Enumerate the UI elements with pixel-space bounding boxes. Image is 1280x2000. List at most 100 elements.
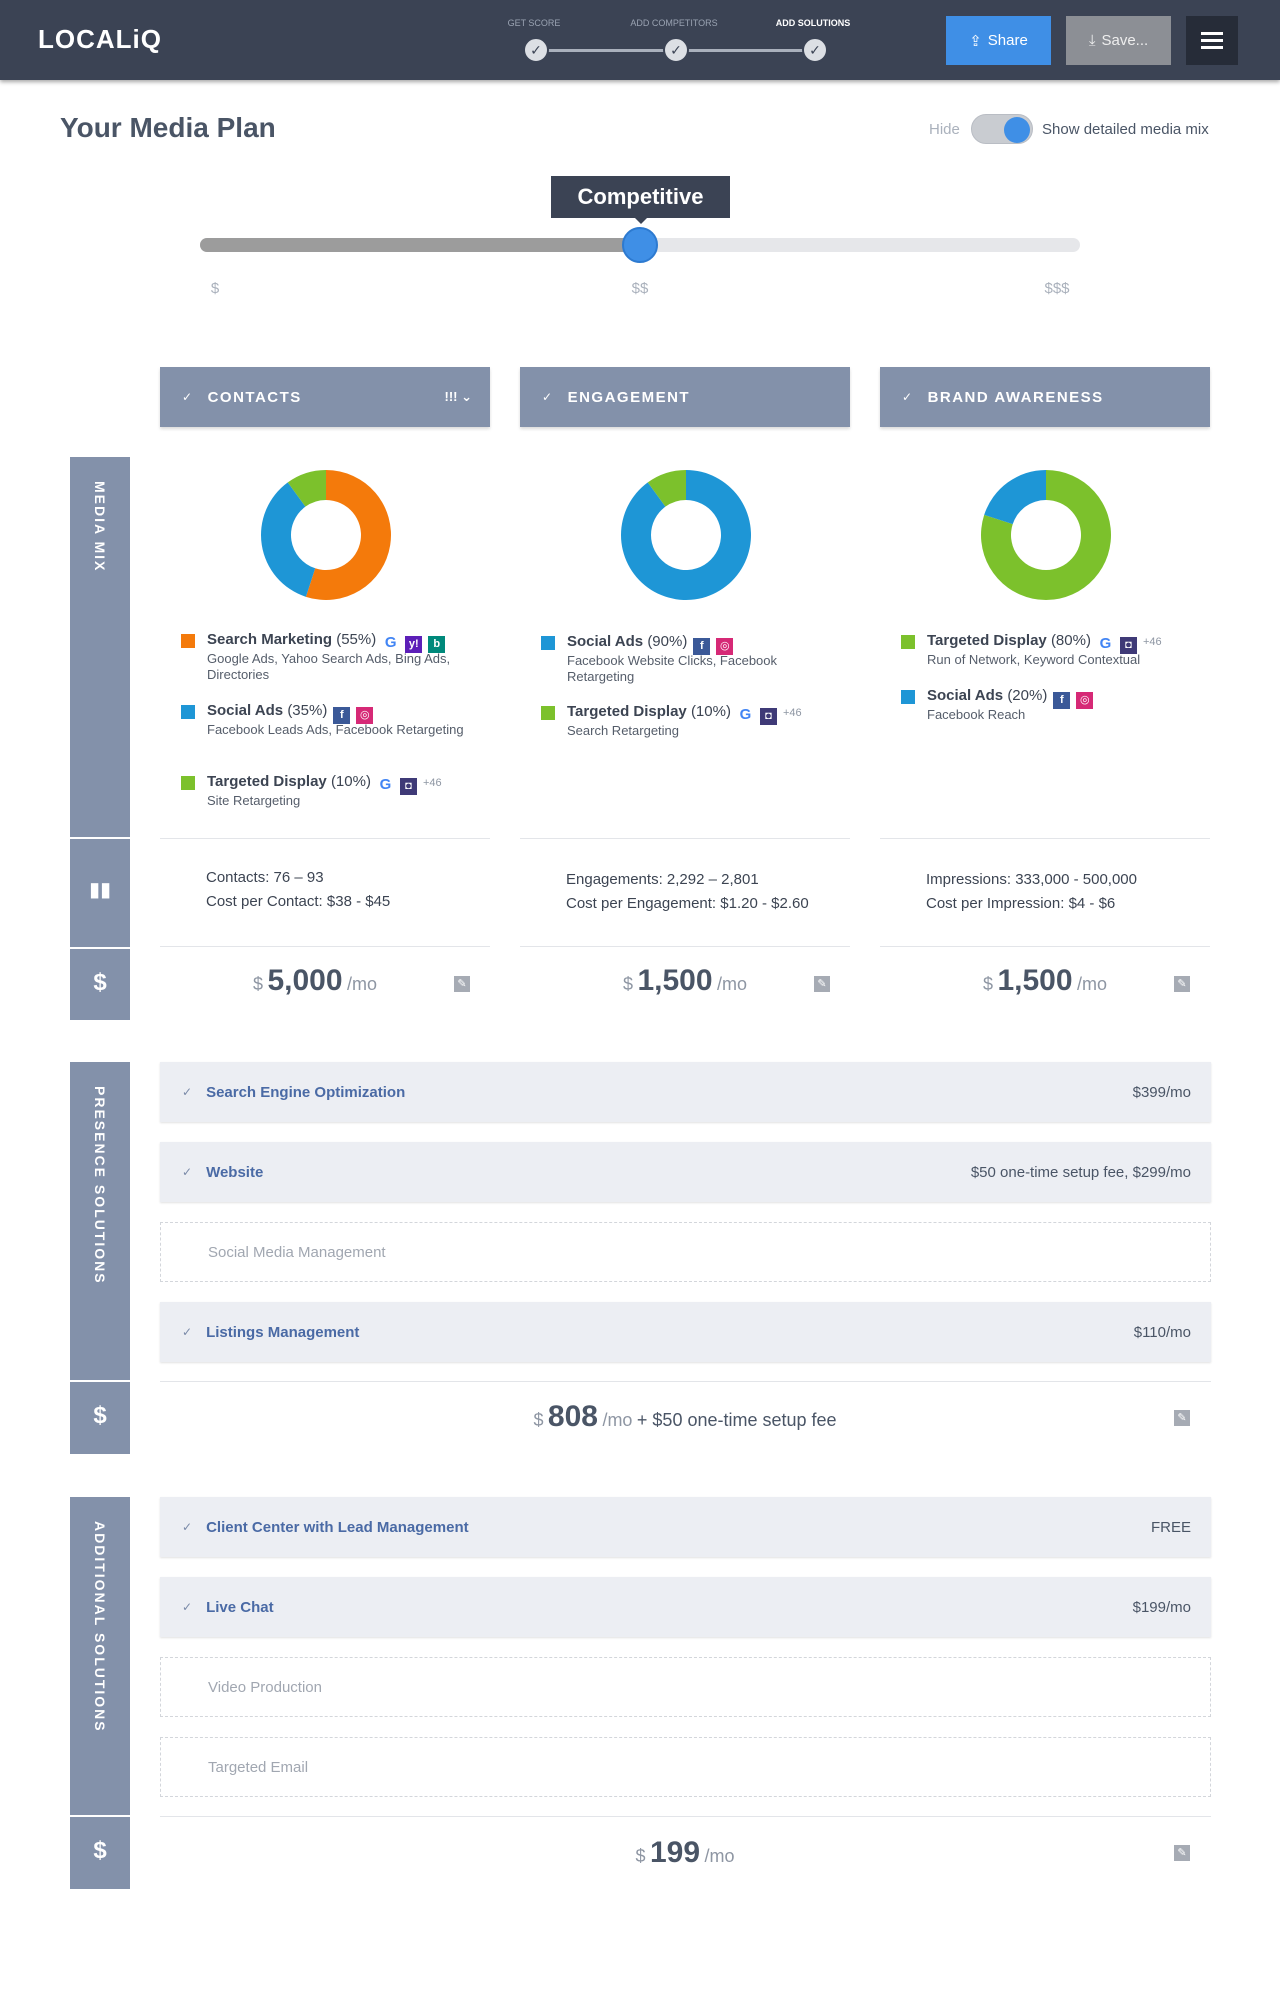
budget-slider[interactable]	[200, 227, 1080, 263]
legend-item: Targeted Display (80%) G ◘ +46 Run of Netwo…	[901, 632, 1201, 672]
setup-fee-note: + $50 one-time setup fee	[636, 1410, 837, 1430]
solution-row-live-chat[interactable]: ✓ Live Chat $199/mo	[160, 1577, 1211, 1637]
edit-presence-price-icon[interactable]: ✎	[1174, 1410, 1190, 1426]
more-networks-count[interactable]: +46	[782, 707, 802, 719]
column-header-contacts[interactable]: ✓ CONTACTS !!! ⌄	[160, 367, 490, 427]
price-period: /mo	[346, 974, 377, 994]
price-amount: 1,500	[637, 964, 713, 997]
legend-item: Targeted Display (10%) G ◘ +46 Site Retarge…	[181, 773, 481, 813]
edit-brand-awareness-price-icon[interactable]: ✎	[1174, 976, 1190, 992]
legend-item: Social Ads (90%) f ◎ Facebook Website Clic…	[541, 633, 841, 684]
top-bar: LOCALiQ GET SCORE ADD COMPETITORS ADD SO…	[0, 0, 1280, 80]
instagram-icon: ◎	[716, 638, 734, 655]
check-icon: ✓	[182, 1520, 193, 1534]
legend-name: Social Ads	[567, 633, 644, 650]
legend-name: Targeted Display	[927, 632, 1047, 649]
edit-engagement-price-icon[interactable]: ✎	[814, 976, 830, 992]
legend-swatch	[181, 776, 195, 790]
media-mix-sidebar: MEDIA MIX ▮▮ $	[70, 457, 130, 1020]
toggle-knob[interactable]	[1004, 117, 1030, 143]
stat-value: $4 - $6	[1068, 895, 1116, 912]
edit-additional-price-icon[interactable]: ✎	[1174, 1845, 1190, 1861]
divider	[880, 946, 1210, 947]
solution-price: $110/mo	[1133, 1323, 1191, 1341]
stat-label: Cost per Contact:	[206, 893, 323, 910]
toggle-show-label[interactable]: Show detailed media mix	[1042, 121, 1209, 138]
legend-name: Social Ads	[927, 687, 1004, 704]
stat-value: 333,000 - 500,000	[1015, 871, 1137, 888]
check-icon: ✓	[182, 1085, 193, 1099]
solution-name: Live Chat	[206, 1598, 274, 1616]
media-mix-toggle[interactable]	[971, 114, 1033, 144]
stat-value: 76 – 93	[273, 869, 324, 886]
stat-label: Contacts:	[206, 869, 270, 886]
divider	[160, 1381, 1211, 1382]
step-get-score-check-icon[interactable]: ✓	[523, 37, 549, 63]
solution-row-video-production[interactable]: Video Production	[160, 1657, 1211, 1717]
more-networks-count[interactable]: +46	[422, 777, 442, 789]
dollar-icon: $	[93, 1837, 107, 1864]
solution-row-targeted-email[interactable]: Targeted Email	[160, 1737, 1211, 1797]
legend-swatch	[541, 636, 555, 650]
bing-icon: b	[428, 636, 446, 653]
budget-slider-handle[interactable]	[622, 227, 658, 263]
presence-solutions-sidebar: PRESENCE SOLUTIONS $	[70, 1062, 130, 1454]
price-period: /mo	[602, 1410, 633, 1430]
google-icon: G	[379, 776, 392, 793]
currency-symbol: $	[252, 974, 263, 994]
toggle-hide-label[interactable]: Hide	[929, 121, 960, 138]
step-add-solutions-check-icon[interactable]: ✓	[802, 37, 828, 63]
share-icon: ⇪	[969, 32, 982, 50]
budget-tick-mid[interactable]: $$	[631, 280, 649, 297]
legend-name: Social Ads	[207, 702, 284, 719]
legend-detail: Site Retargeting	[207, 793, 301, 808]
legend-detail: Search Retargeting	[567, 723, 680, 738]
solution-row-website[interactable]: ✓ Website $50 one-time setup fee, $299/m…	[160, 1142, 1211, 1202]
column-options-menu[interactable]: !!! ⌄	[444, 389, 473, 404]
facebook-icon: f	[1053, 692, 1071, 709]
divider	[520, 838, 850, 839]
step-label-get-score[interactable]: GET SCORE	[507, 18, 561, 28]
dollar-icon: $	[93, 969, 107, 996]
solution-name: Social Media Management	[208, 1243, 386, 1261]
solution-row-social-media-management[interactable]: Social Media Management	[160, 1222, 1211, 1282]
edit-contacts-price-icon[interactable]: ✎	[454, 976, 470, 992]
column-header-engagement[interactable]: ✓ ENGAGEMENT	[520, 367, 850, 427]
network-icon: ◘	[1119, 637, 1137, 654]
solution-row-listings-management[interactable]: ✓ Listings Management $110/mo	[160, 1302, 1211, 1362]
legend-detail: Facebook Reach	[927, 707, 1026, 722]
legend-name: Targeted Display	[207, 773, 327, 790]
localiq-logo[interactable]: LOCALiQ	[38, 24, 162, 54]
legend-percent: (80%)	[1050, 632, 1091, 649]
currency-symbol: $	[622, 974, 633, 994]
donut-slice-social	[984, 470, 1046, 525]
step-label-add-solutions[interactable]: ADD SOLUTIONS	[775, 18, 851, 28]
hamburger-menu-button[interactable]	[1186, 16, 1238, 65]
sidebar-divider	[70, 947, 130, 949]
step-add-competitors-check-icon[interactable]: ✓	[663, 37, 689, 63]
legend-swatch	[541, 706, 555, 720]
legend-item: Targeted Display (10%) G ◘ +46 Search Retar…	[541, 703, 841, 743]
more-networks-count[interactable]: +46	[1142, 636, 1162, 648]
solution-name: Client Center with Lead Management	[206, 1518, 469, 1536]
solution-name: Website	[206, 1163, 264, 1181]
column-title: BRAND AWARENESS	[927, 388, 1104, 406]
price-amount: 808	[547, 1400, 598, 1433]
facebook-icon: f	[693, 638, 711, 655]
budget-tick-high[interactable]: $$$	[1044, 280, 1070, 297]
share-button[interactable]: ⇪ Share	[946, 16, 1051, 65]
check-icon: ✓	[542, 390, 554, 404]
budget-tick-low[interactable]: $	[210, 280, 220, 297]
column-header-brand-awareness[interactable]: ✓ BRAND AWARENESS	[880, 367, 1210, 427]
step-label-add-competitors[interactable]: ADD COMPETITORS	[630, 18, 718, 28]
solution-row-seo[interactable]: ✓ Search Engine Optimization $399/mo	[160, 1062, 1211, 1122]
legend-swatch	[901, 635, 915, 649]
legend-detail: Run of Network, Keyword Contextual	[927, 652, 1141, 667]
divider	[160, 1816, 1211, 1817]
save-button[interactable]: ⤓ Save...	[1066, 16, 1171, 65]
solution-row-client-center[interactable]: ✓ Client Center with Lead Management FRE…	[160, 1497, 1211, 1557]
solution-price: $199/mo	[1132, 1598, 1191, 1616]
contacts-donut-chart	[261, 470, 391, 600]
divider	[520, 946, 850, 947]
